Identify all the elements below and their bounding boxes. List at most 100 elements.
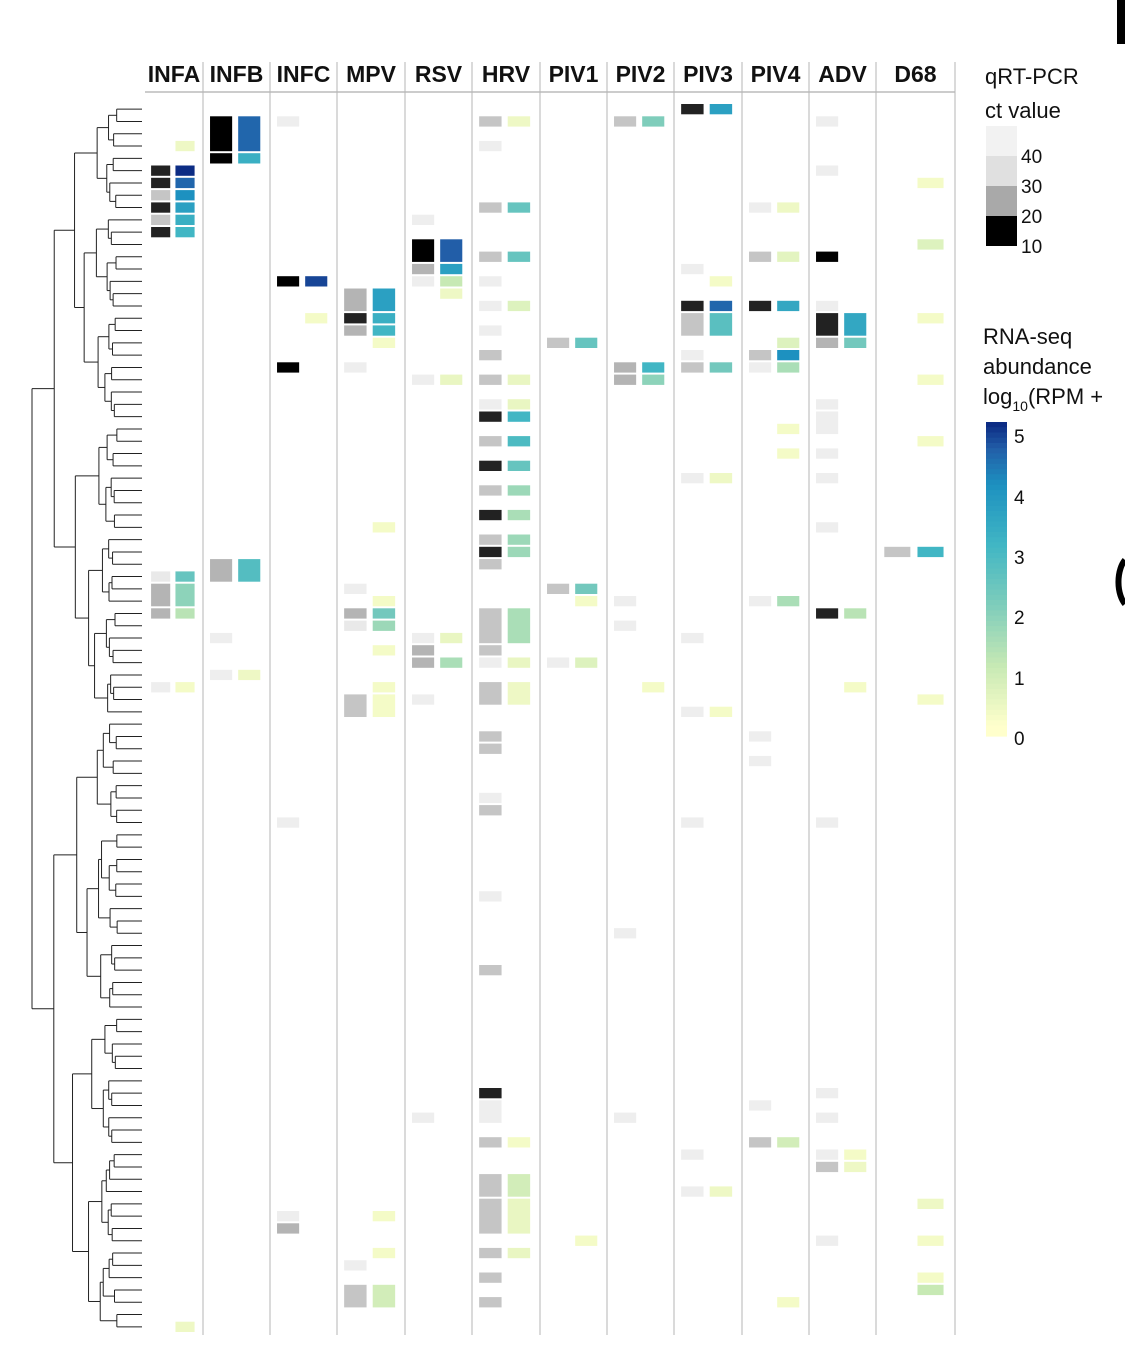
rpm-tick-1: 1 xyxy=(1014,669,1025,690)
column-label-mpv: MPV xyxy=(346,61,397,87)
heatmap-cells xyxy=(151,104,944,1332)
rpm-cell xyxy=(507,534,531,545)
ct-cell xyxy=(151,682,171,693)
rpm-legend-step xyxy=(986,678,1007,685)
rpm-cell xyxy=(844,608,867,619)
rpm-cell xyxy=(507,436,531,447)
rpm-cell xyxy=(917,694,944,705)
ct-cell xyxy=(151,571,171,582)
panel-letter-fragment-top xyxy=(1117,0,1125,44)
ct-legend-swatch xyxy=(986,156,1017,186)
ct-tick-10: 10 xyxy=(1021,237,1042,258)
ct-cell xyxy=(479,1272,502,1283)
rpm-cell xyxy=(642,116,665,127)
ct-cell xyxy=(749,251,772,262)
ct-cell xyxy=(614,928,637,939)
rpm-legend-step xyxy=(986,704,1007,711)
column-label-piv1: PIV1 xyxy=(549,61,599,87)
rpm-cell xyxy=(507,657,531,668)
ct-cell xyxy=(210,632,233,644)
ct-cell xyxy=(681,473,704,484)
ct-legend-swatch xyxy=(986,186,1017,216)
rpm-legend-step xyxy=(986,521,1007,528)
rpm-cell xyxy=(917,1235,944,1246)
ct-cell xyxy=(479,485,502,496)
rpm-cell xyxy=(642,374,665,385)
rpm-cell xyxy=(917,313,944,324)
rpm-legend-step xyxy=(986,715,1007,721)
column-label-rsv: RSV xyxy=(415,61,463,87)
rpm-legend-log: log xyxy=(983,384,1012,409)
column-labels: INFA INFB INFC MPV RSV HRV PIV1 PIV2 PIV3 PIV4 ADV… xyxy=(148,61,937,87)
ct-cell xyxy=(749,1137,772,1148)
ct-cell xyxy=(479,891,502,902)
ct-cell xyxy=(344,1284,367,1308)
rpm-cell xyxy=(844,337,867,348)
rpm-legend-step xyxy=(986,599,1007,606)
rpm-cell xyxy=(709,300,733,312)
rpm-cell xyxy=(777,350,800,361)
rpm-legend-step xyxy=(986,552,1007,559)
rpm-legend: RNA-seq abundance log10(RPM + 5 4 3 2 1 … xyxy=(983,324,1103,750)
ct-cell xyxy=(816,817,839,828)
rpm-cell xyxy=(507,399,531,410)
ct-cell xyxy=(816,251,839,262)
rpm-cell xyxy=(709,1186,733,1197)
rpm-legend-log-base: 10 xyxy=(1012,398,1028,414)
rpm-cell xyxy=(507,1137,531,1148)
rpm-cell xyxy=(709,276,733,287)
ct-cell xyxy=(749,731,772,742)
ct-cell xyxy=(749,1100,772,1111)
rpm-cell xyxy=(777,1137,800,1148)
ct-cell xyxy=(547,583,570,594)
rpm-legend-step xyxy=(986,490,1007,496)
rpm-legend-step xyxy=(986,667,1007,674)
rpm-cell xyxy=(372,1211,396,1222)
rpm-legend-step xyxy=(986,673,1007,680)
ct-cell xyxy=(479,325,502,336)
rpm-cell xyxy=(440,239,463,262)
rpm-cell xyxy=(709,706,733,717)
rpm-cell xyxy=(372,288,396,312)
ct-cell xyxy=(210,559,233,582)
rpm-cell xyxy=(507,116,531,127)
rpm-cell xyxy=(507,682,531,705)
ct-cell xyxy=(151,227,171,238)
ct-cell xyxy=(412,276,435,287)
ct-cell xyxy=(344,325,367,336)
ct-cell xyxy=(479,965,502,976)
column-label-infa: INFA xyxy=(148,61,200,87)
ct-cell xyxy=(151,214,171,225)
rpm-cell xyxy=(305,313,328,324)
ct-cell xyxy=(749,755,772,767)
rpm-cell xyxy=(440,276,463,287)
rpm-cell xyxy=(507,251,531,262)
ct-cell xyxy=(479,657,502,668)
rpm-cell xyxy=(238,116,261,152)
column-label-d68: D68 xyxy=(894,61,936,87)
rpm-tick-4: 4 xyxy=(1014,488,1025,509)
rpm-cell xyxy=(777,362,800,373)
ct-cell xyxy=(614,362,637,373)
rpm-cell xyxy=(440,374,463,385)
rpm-cell xyxy=(372,337,396,348)
ct-cell xyxy=(479,608,502,644)
rpm-tick-2: 2 xyxy=(1014,608,1025,629)
rpm-legend-step xyxy=(986,469,1007,475)
ct-cell xyxy=(479,645,502,656)
ct-cell xyxy=(151,165,171,176)
ct-cell xyxy=(479,546,502,558)
rpm-cell xyxy=(844,313,867,336)
rpm-tick-0: 0 xyxy=(1014,729,1025,750)
ct-cell xyxy=(277,817,300,828)
ct-cell xyxy=(479,1297,502,1308)
ct-cell xyxy=(151,177,171,189)
rpm-legend-step xyxy=(986,594,1007,601)
ct-cell xyxy=(614,620,637,631)
ct-cell xyxy=(344,694,367,717)
ct-cell xyxy=(479,509,502,521)
heatmap-grid xyxy=(145,62,956,1335)
ct-cell xyxy=(681,632,704,644)
ct-cell xyxy=(816,1149,839,1160)
rpm-cell xyxy=(507,374,531,385)
